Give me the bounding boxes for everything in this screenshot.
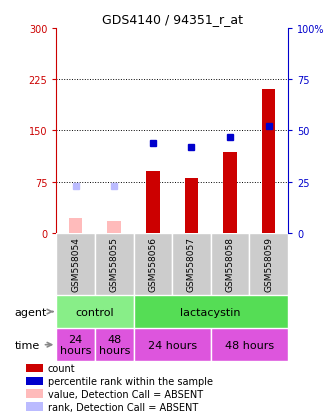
Text: GSM558054: GSM558054 [71,237,80,292]
Bar [26,377,43,385]
Text: control: control [75,307,114,317]
Bar [56,295,133,328]
Text: GSM558056: GSM558056 [148,237,157,292]
Bar [211,328,288,361]
Text: GSM558057: GSM558057 [187,237,196,292]
Bar [56,328,95,361]
Bar [108,221,121,233]
Text: 48
hours: 48 hours [99,334,130,356]
Text: lactacystin: lactacystin [180,307,241,317]
Text: 24
hours: 24 hours [60,334,91,356]
Bar [185,179,198,233]
Bar [211,233,249,295]
Bar [26,389,43,398]
Bar [133,233,172,295]
Bar [95,233,133,295]
Bar [56,233,95,295]
Text: GSM558055: GSM558055 [110,237,119,292]
Bar [69,218,82,233]
Bar [133,328,211,361]
Text: GSM558059: GSM558059 [264,237,273,292]
Text: count: count [48,363,75,373]
Bar [146,172,160,233]
Text: GSM558058: GSM558058 [225,237,235,292]
Bar [172,233,211,295]
Bar [133,295,288,328]
Bar [95,328,133,361]
Text: 24 hours: 24 hours [148,340,197,350]
Title: GDS4140 / 94351_r_at: GDS4140 / 94351_r_at [102,13,243,26]
Text: value, Detection Call = ABSENT: value, Detection Call = ABSENT [48,389,203,399]
Text: 48 hours: 48 hours [225,340,274,350]
Text: time: time [15,340,52,350]
Text: agent: agent [15,307,53,317]
Bar [249,233,288,295]
Text: rank, Detection Call = ABSENT: rank, Detection Call = ABSENT [48,401,198,411]
Bar [223,153,237,233]
Bar [26,364,43,372]
Text: percentile rank within the sample: percentile rank within the sample [48,376,213,386]
Bar [26,402,43,411]
Bar [262,90,275,233]
